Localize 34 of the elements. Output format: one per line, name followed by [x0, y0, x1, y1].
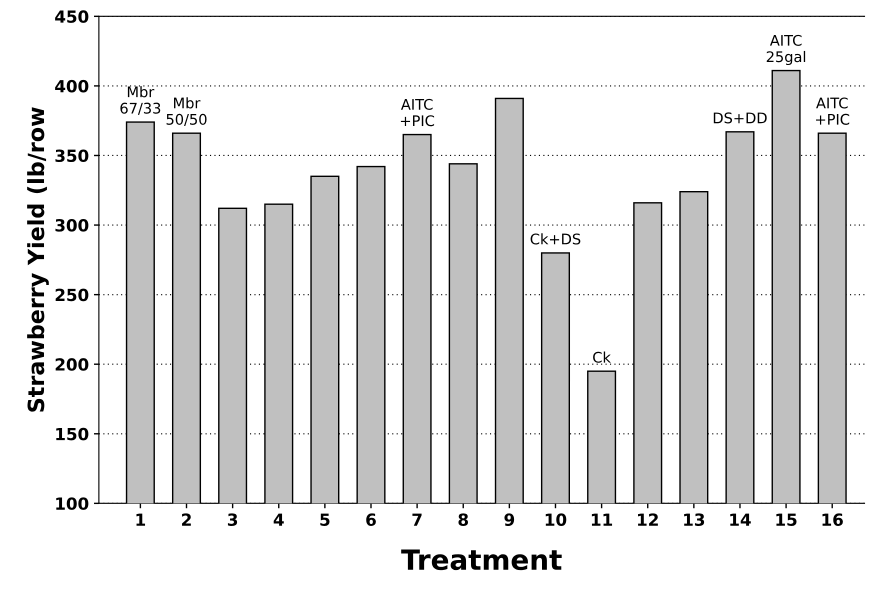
y-tick-label: 200: [56, 358, 88, 371]
y-tick-label: 100: [56, 497, 88, 510]
x-tick-label: 11: [592, 514, 612, 526]
x-tick-label: 3: [228, 513, 238, 526]
annotation: Ck: [593, 352, 611, 363]
x-tick-label: 2: [182, 513, 191, 526]
y-axis-title: Strawberry Yield (lb/row: [27, 107, 49, 412]
annotation: Mbr 67/33: [120, 86, 160, 115]
x-tick-label: 7: [412, 514, 422, 526]
x-tick-label: 12: [638, 513, 658, 526]
x-tick-label: 4: [274, 514, 284, 526]
y-tick-label: 450: [55, 10, 88, 23]
x-tick-label: 14: [730, 514, 751, 526]
y-tick-label: 350: [55, 149, 88, 162]
annotation: Ck+DS: [530, 233, 580, 245]
x-tick-label: 10: [546, 513, 566, 526]
annotation: Mbr 50/50: [166, 97, 207, 126]
y-tick-label: 400: [55, 80, 88, 92]
x-tick-label: 13: [684, 513, 704, 526]
x-axis-title: Treatment: [401, 550, 562, 570]
annotation: AITC 25gal: [766, 34, 806, 66]
x-tick-label: 16: [822, 513, 843, 526]
annotation: AITC +PIC: [400, 98, 434, 126]
y-tick-label: 250: [56, 288, 88, 302]
x-tick-label: 9: [504, 513, 514, 526]
annotation: AITC +PIC: [816, 97, 850, 125]
x-tick-label: 1: [136, 514, 146, 526]
x-tick-label: 8: [458, 513, 468, 526]
y-tick-label: 150: [56, 428, 88, 440]
x-tick-label: 6: [366, 513, 376, 526]
annotation: DS+DD: [714, 112, 767, 124]
y-tick-label: 300: [55, 219, 88, 232]
x-tick-label: 15: [776, 514, 797, 526]
x-tick-label: 5: [320, 514, 330, 526]
